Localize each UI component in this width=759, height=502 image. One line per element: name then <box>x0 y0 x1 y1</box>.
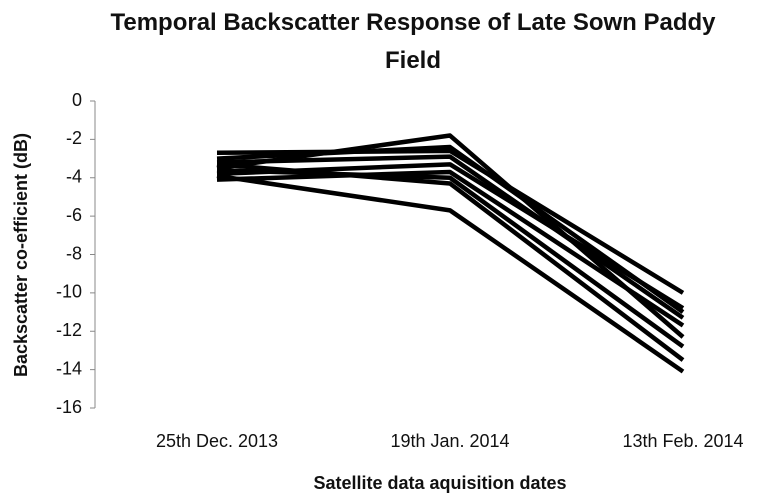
series-line <box>216 167 685 349</box>
y-tick-label: -8 <box>66 243 82 263</box>
series-line <box>216 133 685 339</box>
series-line <box>216 173 685 374</box>
y-tick-label: -12 <box>56 320 82 340</box>
series-line <box>216 162 685 362</box>
x-tick-label: 19th Jan. 2014 <box>390 431 509 451</box>
series-line <box>216 148 685 295</box>
y-axis-label: Backscatter co-efficient (dB) <box>11 133 31 377</box>
series-line <box>216 154 685 320</box>
x-tick-label: 25th Dec. 2013 <box>156 431 278 451</box>
y-tick-label: 0 <box>72 90 82 110</box>
y-tick-label: -2 <box>66 128 82 148</box>
series-line <box>216 144 685 314</box>
chart-title: Temporal Backscatter Response of Late So… <box>110 9 716 74</box>
series-line <box>216 169 685 328</box>
x-tick-label: 13th Feb. 2014 <box>622 431 743 451</box>
y-tick-label: -14 <box>56 358 82 378</box>
x-axis-label: Satellite data aquisition dates <box>313 473 566 493</box>
y-tick-label: -10 <box>56 282 82 302</box>
y-tick-label: -16 <box>56 397 82 417</box>
y-tick-label: -6 <box>66 205 82 225</box>
y-tick-label: -4 <box>66 167 82 187</box>
